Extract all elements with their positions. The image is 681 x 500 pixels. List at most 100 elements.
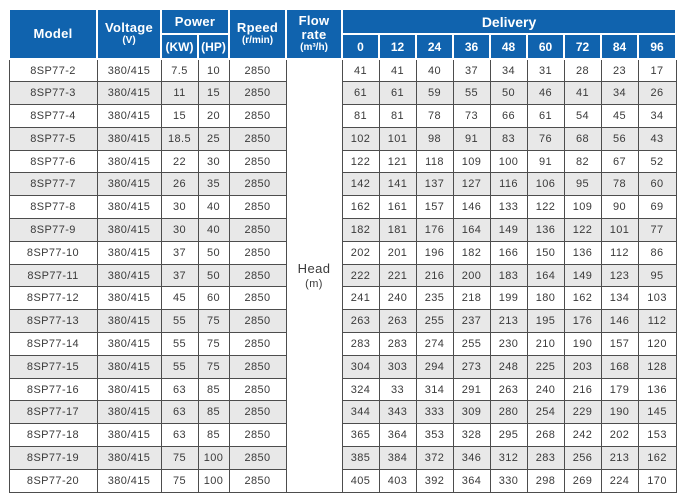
delivery-cell: 224 bbox=[600, 468, 639, 493]
delivery-cell: 254 bbox=[526, 400, 565, 425]
delivery-cell: 109 bbox=[563, 195, 602, 220]
table-body: 8SP77-2 380/415 7.5 10 2850 Head (m) 41 41 40 37 34… bbox=[8, 58, 677, 493]
power-hp-cell: 85 bbox=[197, 377, 230, 402]
delivery-cell: 256 bbox=[563, 446, 602, 470]
delivery-cell: 141 bbox=[378, 172, 417, 197]
header-power-label: Power bbox=[174, 13, 216, 29]
delivery-cell: 162 bbox=[563, 286, 602, 311]
delivery-cell: 248 bbox=[489, 354, 528, 379]
power-hp-cell: 35 bbox=[197, 172, 230, 197]
header-power: Power bbox=[159, 8, 231, 35]
delivery-cell: 41 bbox=[563, 81, 602, 106]
delivery-cell: 136 bbox=[637, 377, 677, 402]
delivery-cell: 222 bbox=[341, 263, 380, 288]
voltage-cell: 380/415 bbox=[96, 195, 162, 220]
delivery-cell: 77 bbox=[637, 218, 677, 242]
power-hp-cell: 10 bbox=[197, 58, 230, 83]
delivery-cell: 98 bbox=[415, 126, 454, 151]
table-row: 8SP77-4 380/415 15 20 2850 81 81 78 73 66 61 54 45 34 bbox=[8, 104, 677, 128]
table-row: 8SP77-12 380/415 45 60 2850 241 240 235 218 199 18… bbox=[8, 286, 677, 311]
header-rpeed: Rpeed (r/min) bbox=[228, 8, 288, 60]
voltage-cell: 380/415 bbox=[96, 104, 162, 128]
model-cell: 8SP77-3 bbox=[8, 81, 98, 106]
delivery-cell: 240 bbox=[378, 286, 417, 311]
delivery-cell: 190 bbox=[563, 332, 602, 356]
delivery-cell: 181 bbox=[378, 218, 417, 242]
delivery-cell: 109 bbox=[452, 149, 491, 174]
power-kw-cell: 30 bbox=[160, 195, 199, 220]
delivery-cell: 102 bbox=[341, 126, 380, 151]
delivery-cell: 295 bbox=[489, 423, 528, 448]
header-power-hp: (HP) bbox=[196, 33, 231, 60]
delivery-cell: 40 bbox=[415, 58, 454, 83]
header-flow-rate-unit: (m³/h) bbox=[300, 42, 328, 53]
model-cell: 8SP77-11 bbox=[8, 263, 98, 288]
delivery-cell: 176 bbox=[563, 309, 602, 334]
delivery-cell: 353 bbox=[415, 423, 454, 448]
power-hp-cell: 40 bbox=[197, 195, 230, 220]
model-cell: 8SP77-5 bbox=[8, 126, 98, 151]
voltage-cell: 380/415 bbox=[96, 286, 162, 311]
delivery-cell: 95 bbox=[563, 172, 602, 197]
power-hp-cell: 40 bbox=[197, 218, 230, 242]
table-row: 8SP77-3 380/415 11 15 2850 61 61 59 55 50 46 41 34 26 bbox=[8, 81, 677, 106]
delivery-cell: 324 bbox=[341, 377, 380, 402]
power-hp-cell: 50 bbox=[197, 240, 230, 265]
delivery-cell: 162 bbox=[341, 195, 380, 220]
delivery-cell: 179 bbox=[600, 377, 639, 402]
delivery-cell: 67 bbox=[600, 149, 639, 174]
rpeed-cell: 2850 bbox=[228, 377, 287, 402]
delivery-cell: 61 bbox=[341, 81, 380, 106]
model-cell: 8SP77-12 bbox=[8, 286, 98, 311]
delivery-cell: 41 bbox=[378, 58, 417, 83]
rpeed-cell: 2850 bbox=[228, 332, 287, 356]
delivery-cell: 333 bbox=[415, 400, 454, 425]
power-kw-cell: 37 bbox=[160, 263, 199, 288]
rpeed-cell: 2850 bbox=[228, 58, 287, 83]
delivery-cell: 201 bbox=[378, 240, 417, 265]
delivery-cell: 255 bbox=[415, 309, 454, 334]
delivery-cell: 95 bbox=[637, 263, 677, 288]
delivery-cell: 78 bbox=[600, 172, 639, 197]
delivery-cell: 55 bbox=[452, 81, 491, 106]
delivery-cell: 150 bbox=[526, 240, 565, 265]
voltage-cell: 380/415 bbox=[96, 332, 162, 356]
delivery-cell: 101 bbox=[600, 218, 639, 242]
power-hp-cell: 100 bbox=[197, 468, 230, 493]
table-header: Model Voltage (V) Power Rpeed (r/min) Fl… bbox=[8, 8, 678, 60]
delivery-cell: 283 bbox=[526, 446, 565, 470]
delivery-cell: 283 bbox=[341, 332, 380, 356]
pump-spec-table-container: Model Voltage (V) Power Rpeed (r/min) Fl… bbox=[8, 8, 678, 493]
delivery-cell: 182 bbox=[341, 218, 380, 242]
delivery-cell: 229 bbox=[563, 400, 602, 425]
voltage-cell: 380/415 bbox=[96, 172, 162, 197]
delivery-cell: 17 bbox=[637, 58, 677, 83]
delivery-cell: 330 bbox=[489, 468, 528, 493]
power-hp-cell: 25 bbox=[197, 126, 230, 151]
delivery-cell: 118 bbox=[415, 149, 454, 174]
table-row: 8SP77-13 380/415 55 75 2850 263 263 255 237 213 19… bbox=[8, 309, 677, 334]
delivery-cell: 242 bbox=[563, 423, 602, 448]
delivery-cell: 213 bbox=[489, 309, 528, 334]
delivery-cell: 103 bbox=[637, 286, 677, 311]
header-delivery: Delivery bbox=[341, 8, 678, 35]
rpeed-cell: 2850 bbox=[228, 309, 287, 334]
delivery-cell: 90 bbox=[600, 195, 639, 220]
delivery-cell: 240 bbox=[526, 377, 565, 402]
table-row: 8SP77-10 380/415 37 50 2850 202 201 196 182 166 15… bbox=[8, 240, 677, 265]
table-row: 8SP77-17 380/415 63 85 2850 344 343 333 309 280 25… bbox=[8, 400, 677, 425]
power-hp-cell: 20 bbox=[197, 104, 230, 128]
model-cell: 8SP77-17 bbox=[8, 400, 98, 425]
table-row: 8SP77-16 380/415 63 85 2850 324 33 314 291 263 240… bbox=[8, 377, 677, 402]
delivery-cell: 294 bbox=[415, 354, 454, 379]
model-cell: 8SP77-14 bbox=[8, 332, 98, 356]
delivery-cell: 69 bbox=[637, 195, 677, 220]
delivery-cell: 392 bbox=[415, 468, 454, 493]
delivery-cell: 314 bbox=[415, 377, 454, 402]
delivery-cell: 136 bbox=[563, 240, 602, 265]
power-kw-cell: 18.5 bbox=[160, 126, 199, 151]
power-kw-cell: 7.5 bbox=[160, 58, 199, 83]
power-kw-cell: 11 bbox=[160, 81, 199, 106]
model-cell: 8SP77-8 bbox=[8, 195, 98, 220]
table-row: 8SP77-11 380/415 37 50 2850 222 221 216 200 183 16… bbox=[8, 263, 677, 288]
